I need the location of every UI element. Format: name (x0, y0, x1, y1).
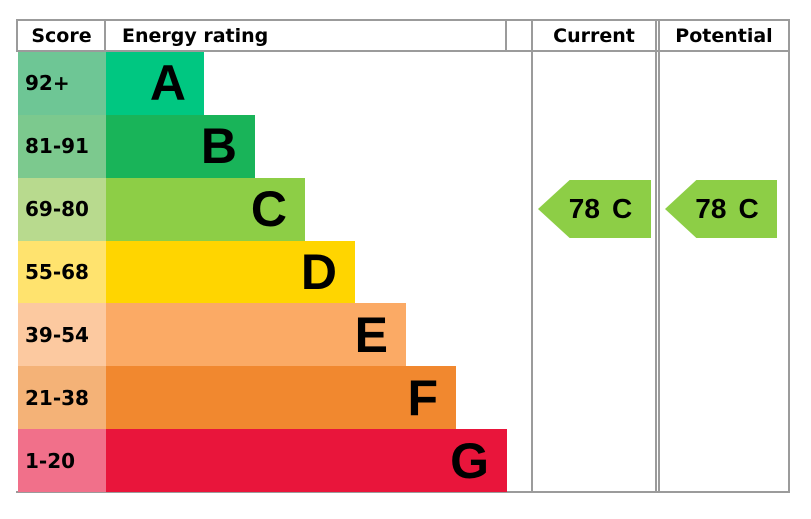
band-score-label: 39-54 (25, 322, 89, 347)
band-score-cell: 39-54 (18, 303, 106, 367)
band-row-c: 69-80 C (18, 177, 798, 241)
band-bar: D (106, 240, 355, 304)
current-column-border-right (655, 19, 657, 493)
potential-column-header: Potential (675, 24, 773, 47)
band-score-label: 69-80 (25, 197, 89, 222)
potential-column-border-left (658, 19, 660, 493)
band-letter: E (354, 306, 388, 363)
band-score-label: 21-38 (25, 385, 89, 410)
band-score-cell: 69-80 (18, 177, 106, 241)
band-bar: A (106, 52, 204, 115)
band-score-cell: 55-68 (18, 240, 106, 304)
band-score-label: 92+ (25, 71, 70, 96)
band-score-label: 55-68 (25, 260, 89, 284)
band-row-f: 21-38 F (18, 366, 798, 430)
band-bar: E (106, 303, 406, 367)
band-score-cell: 1-20 (18, 429, 106, 493)
band-score-cell: 92+ (18, 52, 106, 115)
table-border-header-bottom (16, 50, 790, 52)
band-bar: C (106, 177, 305, 241)
band-letter: C (250, 181, 287, 238)
current-rating-value: 78 (568, 193, 600, 224)
header-divider-rating-right (505, 19, 507, 52)
band-letter: D (300, 244, 337, 300)
band-letter: A (149, 55, 186, 112)
table-border-top (16, 19, 790, 21)
score-column-header: Score (31, 24, 92, 47)
potential-rating-value: 78 (695, 193, 727, 224)
band-score-cell: 81-91 (18, 114, 106, 178)
current-rating-band: C (611, 193, 633, 224)
header-border-left (16, 19, 18, 52)
band-row-e: 39-54 E (18, 303, 798, 367)
potential-rating-band: C (738, 193, 759, 224)
potential-column-border-right (788, 19, 790, 493)
band-letter: G (450, 432, 489, 489)
current-column-header: Current (553, 24, 635, 47)
band-score-label: 1-20 (25, 448, 76, 473)
band-letter: F (407, 369, 438, 426)
band-row-a: 92+ A (18, 52, 798, 115)
band-bar: F (106, 366, 456, 430)
band-score-label: 81-91 (25, 134, 89, 159)
band-score-cell: 21-38 (18, 366, 106, 430)
rating-bands-area: 92+ A 81-91 B 69-80 C 55-68 D 39-54 E 21… (18, 52, 798, 493)
energy-rating-column-header: Energy rating (122, 24, 269, 47)
band-letter: B (200, 118, 237, 175)
band-row-g: 1-20 G (18, 429, 798, 493)
header-divider-score-rating (104, 19, 106, 52)
current-column-border-left (531, 19, 533, 493)
current-rating-arrow: 78 C (538, 180, 651, 238)
band-bar: B (106, 114, 255, 178)
band-row-b: 81-91 B (18, 114, 798, 178)
band-bar: G (106, 429, 507, 493)
band-row-d: 55-68 D (18, 240, 798, 304)
